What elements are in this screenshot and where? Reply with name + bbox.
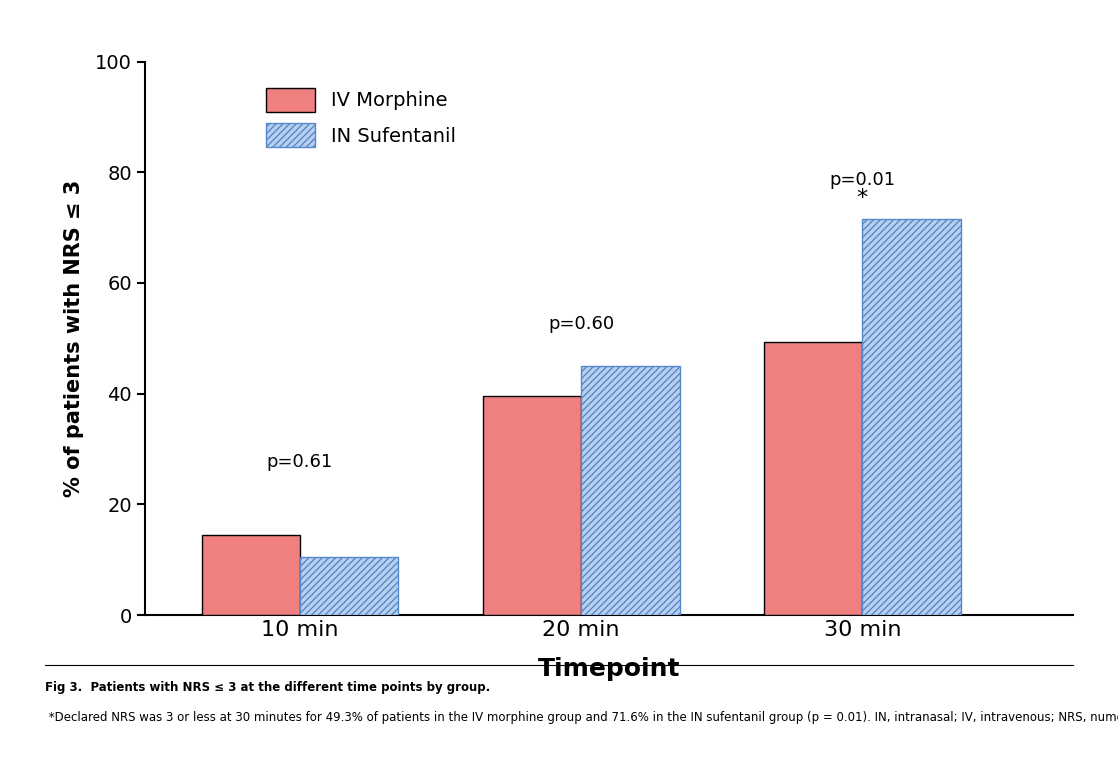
Text: p=0.60: p=0.60	[548, 315, 614, 333]
Text: *: *	[856, 188, 868, 208]
X-axis label: Timepoint: Timepoint	[538, 657, 681, 681]
Bar	[483, 397, 581, 615]
Y-axis label: % of patients with NRS ≤ 3: % of patients with NRS ≤ 3	[64, 180, 84, 497]
Text: p=0.01: p=0.01	[830, 171, 896, 189]
Text: *Declared NRS was 3 or less at 30 minutes for 49.3% of patients in the IV morphi: *Declared NRS was 3 or less at 30 minute…	[45, 711, 1118, 724]
Bar	[581, 366, 680, 615]
Bar	[862, 218, 960, 615]
Text: Fig 3.  Patients with NRS ≤ 3 at the different time points by group.: Fig 3. Patients with NRS ≤ 3 at the diff…	[45, 681, 490, 694]
Bar	[300, 557, 398, 615]
Legend: IV Morphine, IN Sufentanil: IV Morphine, IN Sufentanil	[266, 88, 455, 147]
Text: p=0.61: p=0.61	[267, 453, 333, 471]
Bar	[764, 342, 862, 615]
Bar	[201, 535, 300, 615]
